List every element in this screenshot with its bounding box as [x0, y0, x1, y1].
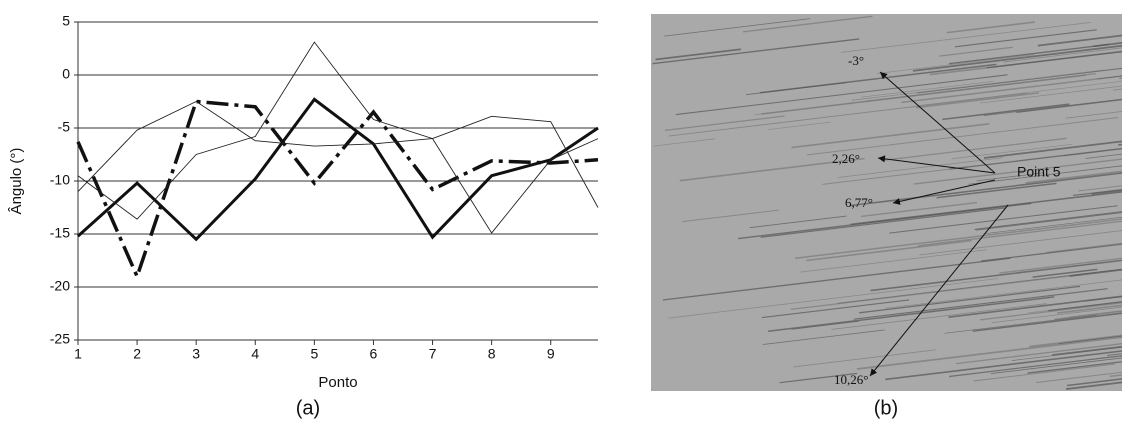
angle-label: 2,26°	[832, 151, 860, 166]
x-tick-label: 8	[488, 346, 496, 362]
y-tick-label: -25	[50, 331, 70, 347]
angle-label: -3°	[848, 53, 864, 68]
y-tick-label: -10	[50, 172, 70, 188]
x-tick-label: 5	[310, 346, 318, 362]
x-tick-label: 9	[547, 346, 555, 362]
x-tick-label: 7	[429, 346, 437, 362]
series-line	[78, 42, 598, 233]
callout-label: Point 5	[1017, 164, 1061, 180]
angle-label: 6,77°	[845, 195, 873, 210]
y-tick-label: 5	[62, 13, 70, 29]
chart: 5 0 -5 -10 -15 -20 -251 2 3 4 5 6 7 8 9	[50, 13, 598, 362]
photo-background	[651, 14, 1122, 391]
x-tick-label: 4	[251, 346, 259, 362]
x-tick-label: 6	[370, 346, 378, 362]
angle-label: 10,26°	[834, 372, 868, 387]
photo: -3° 2,26° 6,77° 10,26° Point 5	[651, 14, 1122, 391]
y-tick-label: -5	[58, 119, 71, 135]
y-tick-label: -20	[50, 278, 70, 294]
panel-label: (a)	[296, 397, 320, 419]
y-axis-label: Ângulo (°)	[8, 148, 25, 215]
x-tick-label: 1	[74, 346, 82, 362]
figure: 5 0 -5 -10 -15 -20 -251 2 3 4 5 6 7 8 9 Ângulo (°) Pon…	[0, 0, 1135, 423]
y-tick-label: 0	[62, 66, 70, 82]
x-axis-label: Ponto	[318, 374, 357, 391]
x-tick-label: 3	[192, 346, 200, 362]
y-tick-label: -15	[50, 225, 70, 241]
panel-label: (b)	[874, 397, 898, 419]
x-tick-label: 2	[133, 346, 141, 362]
